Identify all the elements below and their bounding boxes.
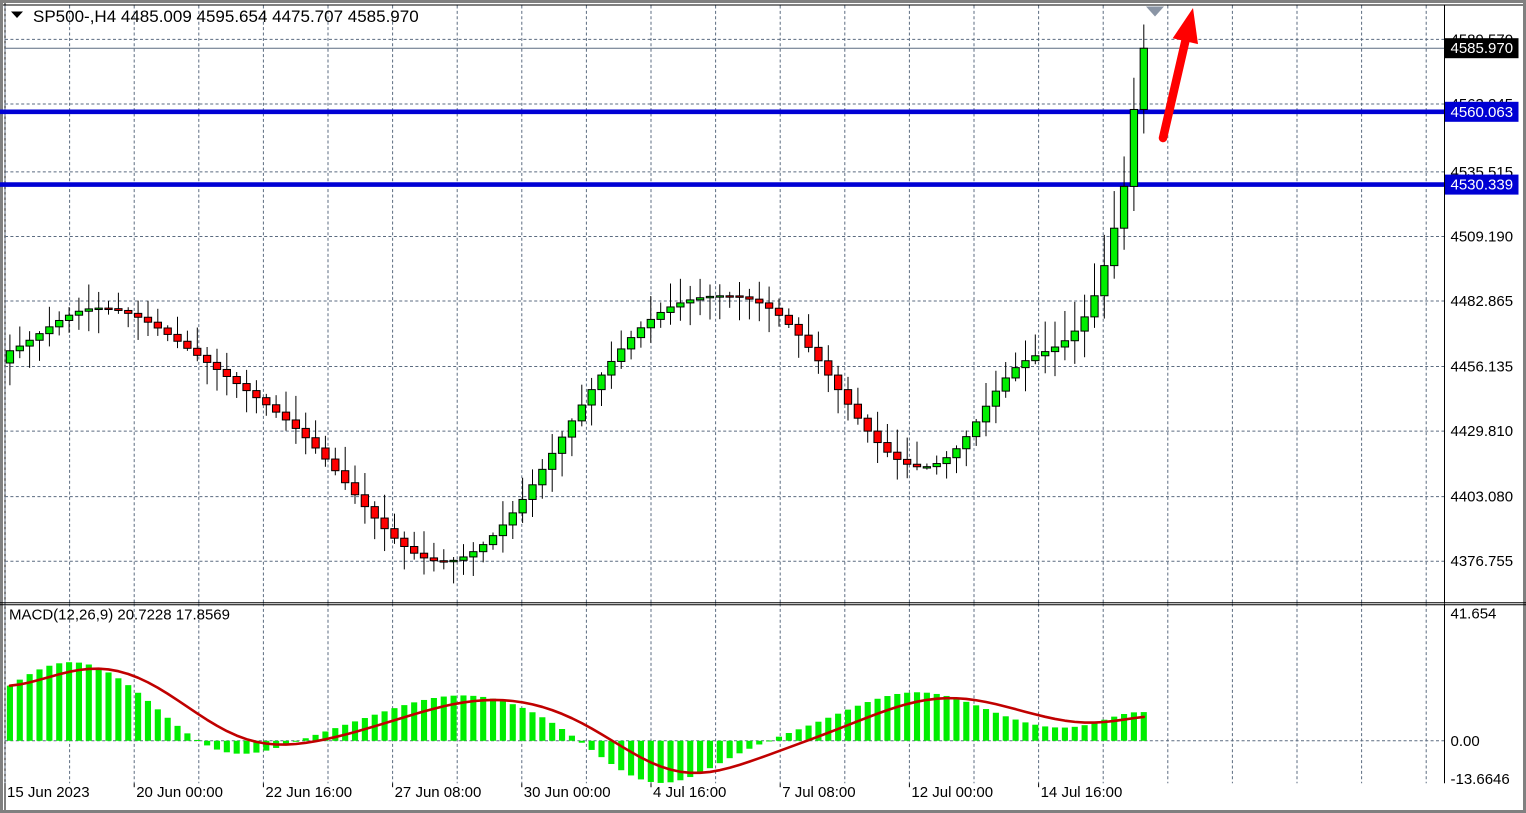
svg-text:14 Jul 16:00: 14 Jul 16:00 [1041, 784, 1123, 801]
svg-text:12 Jul 00:00: 12 Jul 00:00 [911, 784, 993, 801]
svg-text:4376.755: 4376.755 [1451, 553, 1514, 570]
svg-text:27 Jun 08:00: 27 Jun 08:00 [395, 784, 482, 801]
svg-text:4560.063: 4560.063 [1451, 104, 1514, 121]
svg-text:MACD(12,26,9) 20.7228 17.8569: MACD(12,26,9) 20.7228 17.8569 [9, 607, 230, 624]
svg-text:30 Jun 00:00: 30 Jun 00:00 [524, 784, 611, 801]
svg-text:4429.810: 4429.810 [1451, 423, 1514, 440]
svg-text:4 Jul 16:00: 4 Jul 16:00 [653, 784, 726, 801]
svg-text:4585.970: 4585.970 [1451, 40, 1514, 57]
svg-text:7 Jul 08:00: 7 Jul 08:00 [782, 784, 855, 801]
svg-text:20 Jun 00:00: 20 Jun 00:00 [136, 784, 223, 801]
svg-text:4403.080: 4403.080 [1451, 489, 1514, 506]
svg-text:4509.190: 4509.190 [1451, 229, 1514, 246]
svg-text:-13.6646: -13.6646 [1451, 771, 1510, 788]
svg-text:22 Jun 16:00: 22 Jun 16:00 [265, 784, 352, 801]
svg-text:4456.135: 4456.135 [1451, 359, 1514, 376]
svg-text:SP500-,H4 4485.009 4595.654: SP500-,H4 4485.009 4595.654 4475.707 458… [33, 7, 419, 26]
svg-text:41.654: 41.654 [1451, 606, 1497, 623]
svg-text:4482.865: 4482.865 [1451, 293, 1514, 310]
svg-text:4530.339: 4530.339 [1451, 177, 1514, 194]
svg-text:15 Jun 2023: 15 Jun 2023 [7, 784, 90, 801]
svg-text:0.00: 0.00 [1451, 733, 1480, 750]
